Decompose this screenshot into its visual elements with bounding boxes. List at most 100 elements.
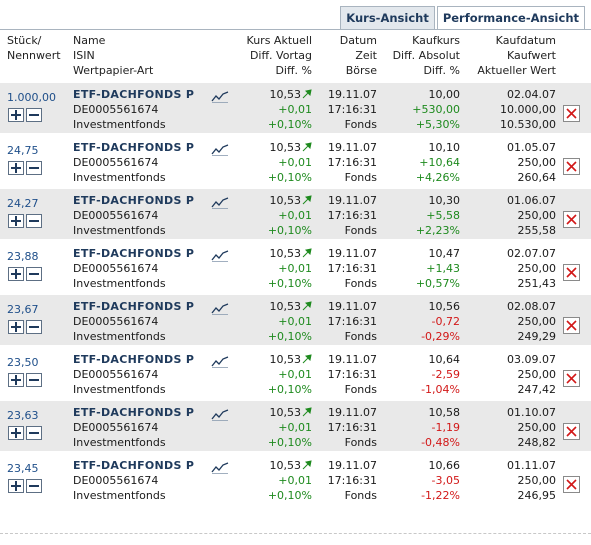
isin-value: DE0005561674 xyxy=(73,474,159,487)
kaufkurs-value: 10,00 xyxy=(428,88,461,101)
delete-button[interactable] xyxy=(563,423,580,440)
increase-button[interactable] xyxy=(8,108,24,122)
delete-button[interactable] xyxy=(563,264,580,281)
decrease-button[interactable] xyxy=(26,426,42,440)
aktueller-wert-value: 10.530,00 xyxy=(500,118,556,131)
diff-absolut-value: +5,58 xyxy=(426,209,460,222)
kaufwert-value: 250,00 xyxy=(517,262,557,275)
delete-button[interactable] xyxy=(563,105,580,122)
tab-divider xyxy=(0,29,591,30)
chart-icon[interactable] xyxy=(211,250,229,262)
header-kaufkurs-label: Kaufkurs xyxy=(412,34,460,47)
header-wp-art: Wertpapier-Art xyxy=(73,64,154,77)
diff-absolut-pct: -1,22% xyxy=(421,489,460,502)
minus-icon xyxy=(29,379,39,381)
kaufwert-value: 250,00 xyxy=(517,209,557,222)
diff-vortag-pct: +0,10% xyxy=(267,171,312,184)
chart-icon[interactable] xyxy=(211,303,229,315)
table-row: 24,75 ETF-DACHFONDS P DE0005561674 Inves… xyxy=(0,136,591,186)
increase-button[interactable] xyxy=(8,214,24,228)
increase-button[interactable] xyxy=(8,161,24,175)
table-row: 23,88 ETF-DACHFONDS P DE0005561674 Inves… xyxy=(0,242,591,292)
fund-name-link[interactable]: ETF-DACHFONDS P xyxy=(73,247,195,260)
diff-absolut-value: -0,72 xyxy=(431,315,460,328)
diff-vortag-pct: +0,10% xyxy=(267,330,312,343)
minus-icon xyxy=(29,326,39,328)
plus-icon xyxy=(11,428,21,438)
chart-icon[interactable] xyxy=(211,91,229,103)
decrease-button[interactable] xyxy=(26,267,42,281)
delete-button[interactable] xyxy=(563,476,580,493)
boerse-value: Fonds xyxy=(344,489,377,502)
decrease-button[interactable] xyxy=(26,161,42,175)
diff-vortag-value: +0,01 xyxy=(278,209,312,222)
decrease-button[interactable] xyxy=(26,214,42,228)
boerse-value: Fonds xyxy=(344,383,377,396)
kurs-aktuell-cell: 10,53 xyxy=(270,352,313,367)
decrease-button[interactable] xyxy=(26,108,42,122)
kaufkurs-value: 10,66 xyxy=(428,459,461,472)
tab-kurs-ansicht[interactable]: Kurs-Ansicht xyxy=(340,6,435,30)
quantity-value: 23,67 xyxy=(7,303,39,316)
kurs-aktuell-cell: 10,53 xyxy=(270,458,313,473)
security-type: Investmentfonds xyxy=(73,489,166,502)
kurs-aktuell-value: 10,53 xyxy=(269,247,302,260)
decrease-button[interactable] xyxy=(26,373,42,387)
diff-absolut-pct: -1,04% xyxy=(421,383,460,396)
table-row: 23,50 ETF-DACHFONDS P DE0005561674 Inves… xyxy=(0,348,591,398)
increase-button[interactable] xyxy=(8,479,24,493)
plus-icon xyxy=(11,322,21,332)
decrease-button[interactable] xyxy=(26,479,42,493)
chart-icon[interactable] xyxy=(211,409,229,421)
decrease-button[interactable] xyxy=(26,320,42,334)
increase-button[interactable] xyxy=(8,426,24,440)
isin-value: DE0005561674 xyxy=(73,156,159,169)
datum-value: 19.11.07 xyxy=(328,353,377,366)
header-kaufdatum: Kaufdatum Kaufwert Aktueller Wert xyxy=(477,33,556,78)
diff-vortag-pct: +0,10% xyxy=(267,224,312,237)
delete-button[interactable] xyxy=(563,317,580,334)
aktueller-wert-value: 248,82 xyxy=(517,436,557,449)
header-kurs-aktuell: Kurs Aktuell xyxy=(246,34,312,47)
fund-name-link[interactable]: ETF-DACHFONDS P xyxy=(73,406,195,419)
security-type: Investmentfonds xyxy=(73,436,166,449)
fund-name-link[interactable]: ETF-DACHFONDS P xyxy=(73,459,195,472)
delete-button[interactable] xyxy=(563,211,580,228)
increase-button[interactable] xyxy=(8,373,24,387)
chart-icon[interactable] xyxy=(211,144,229,156)
diff-absolut-value: -2,59 xyxy=(431,368,460,381)
increase-button[interactable] xyxy=(8,267,24,281)
arrow-up-icon xyxy=(302,407,312,417)
kurs-aktuell-value: 10,53 xyxy=(269,459,302,472)
kaufwert-value: 250,00 xyxy=(517,368,557,381)
kaufkurs-value: 10,10 xyxy=(428,141,461,154)
tab-performance-ansicht[interactable]: Performance-Ansicht xyxy=(436,6,585,30)
kaufdatum-value: 01.10.07 xyxy=(507,406,556,419)
delete-button[interactable] xyxy=(563,158,580,175)
arrow-up-icon xyxy=(302,460,312,470)
chart-icon[interactable] xyxy=(211,462,229,474)
fund-name-link[interactable]: ETF-DACHFONDS P xyxy=(73,300,195,313)
fund-name-link[interactable]: ETF-DACHFONDS P xyxy=(73,353,195,366)
kurs-aktuell-cell: 10,53 xyxy=(270,193,313,208)
kurs-aktuell-value: 10,53 xyxy=(269,406,302,419)
header-kurs: Kurs Aktuell Diff. Vortag Diff. % xyxy=(247,33,312,78)
header-diff-pct-2: Diff. % xyxy=(423,64,460,77)
plus-icon xyxy=(11,375,21,385)
chart-icon[interactable] xyxy=(211,356,229,368)
kurs-aktuell-value: 10,53 xyxy=(269,194,302,207)
fund-name-link[interactable]: ETF-DACHFONDS P xyxy=(73,194,195,207)
kaufkurs-value: 10,58 xyxy=(428,406,461,419)
aktueller-wert-value: 251,43 xyxy=(517,277,557,290)
close-icon xyxy=(566,426,577,437)
kaufwert-value: 250,00 xyxy=(517,156,557,169)
increase-button[interactable] xyxy=(8,320,24,334)
delete-button[interactable] xyxy=(563,370,580,387)
fund-name-link[interactable]: ETF-DACHFONDS P xyxy=(73,88,195,101)
header-diff-vortag: Diff. Vortag xyxy=(249,49,312,62)
fund-name-link[interactable]: ETF-DACHFONDS P xyxy=(73,141,195,154)
close-icon xyxy=(566,214,577,225)
chart-icon[interactable] xyxy=(211,197,229,209)
header-isin: ISIN xyxy=(73,49,95,62)
